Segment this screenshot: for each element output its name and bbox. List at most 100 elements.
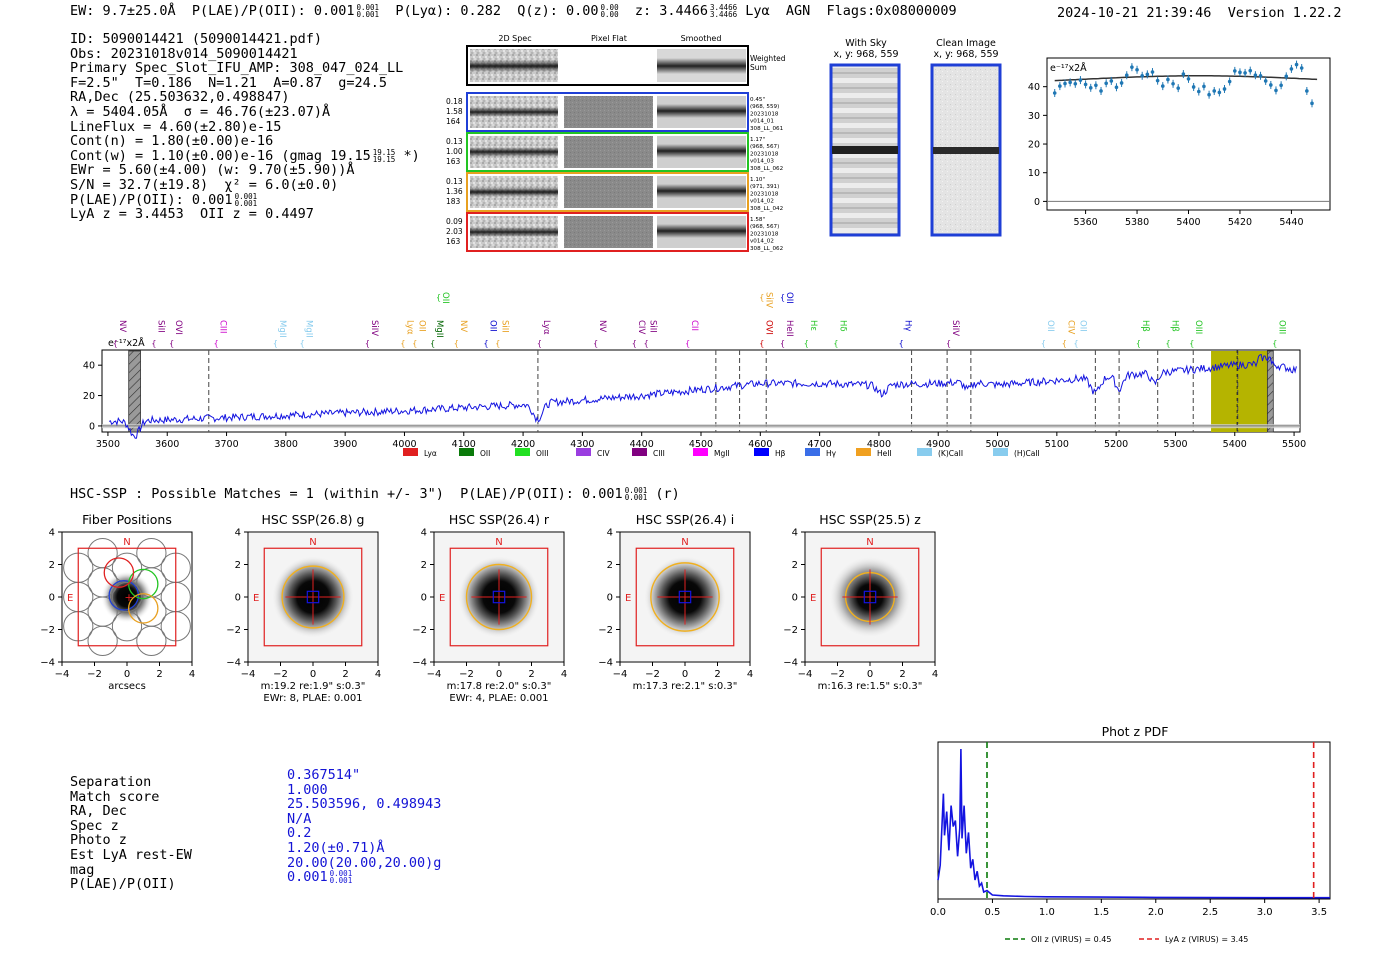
hsc-xtick-label: −2 (459, 669, 474, 680)
zoom-xtick-label: 5440 (1279, 217, 1303, 228)
zoom-data-point (1171, 82, 1175, 86)
spec2d-row-meta: 20231018 (750, 231, 779, 237)
zoom-data-point (1212, 89, 1217, 93)
zoom-data-point (1279, 83, 1283, 88)
hsc-ytick-label: 0 (49, 593, 55, 604)
emission-line-label: Hγ (903, 320, 913, 331)
header-plae-frac: 0.001 0.001 (356, 3, 380, 19)
emission-line-label: OII (487, 320, 497, 332)
hsc-panel-caption: m:17.3 re:2.1" s:0.3" (633, 681, 738, 692)
zoom-data-point (1119, 81, 1124, 85)
match-label: Separation (70, 774, 152, 790)
emission-line-brace: { (1272, 339, 1277, 348)
hsc-ytick-label: 4 (607, 528, 613, 539)
header-ew-plae: EW: 9.7±25.0Å P(LAE)/P(OII): 0.001 (70, 3, 355, 19)
photz-plot-area (937, 741, 1331, 900)
emission-line-label: SiII (648, 320, 658, 333)
spec2d-row-meta: 308_LL_062 (750, 246, 783, 252)
hsc-ytick-label: −2 (226, 625, 241, 636)
legend-swatch (993, 448, 1008, 456)
emission-line-brace: { (632, 339, 637, 348)
hsc-ytick-label: −2 (40, 625, 55, 636)
zoom-data-point (1238, 70, 1242, 75)
emission-line-brace: { (644, 339, 649, 348)
hsc-ytick-label: 2 (792, 560, 798, 571)
full-xtick-label: 3800 (274, 439, 298, 450)
emission-line-label: SiIV (950, 320, 960, 336)
zoom-data-point (1181, 72, 1186, 76)
emission-line-label: Hδ (837, 320, 847, 332)
full-xtick-label: 4700 (808, 439, 832, 450)
zoom-ytick-label: 30 (1028, 111, 1040, 122)
emission-line-label: Hε (808, 320, 818, 331)
zoom-data-point (1052, 91, 1057, 95)
zoom-data-point (1063, 81, 1067, 86)
photz-xtick-label: 2.5 (1202, 907, 1218, 918)
fiber-selected (108, 580, 140, 611)
hsc-panel-caption: m:17.8 re:2.0" s:0.3" (447, 681, 552, 692)
full-xtick-label: 3500 (96, 439, 120, 450)
zoom-fit-curve (1054, 75, 1318, 82)
hsc-search-box (263, 547, 363, 647)
emission-line-brace: { (899, 339, 904, 348)
spec2d-row-meta: 20231018 (750, 111, 779, 117)
spectrum-line (108, 353, 1297, 439)
emission-line-label: NV (458, 320, 468, 332)
full-xtick-label: 4300 (570, 439, 594, 450)
spec2d-row-meta: v014_02 (750, 199, 774, 205)
hsc-ytick-label: −2 (412, 625, 427, 636)
hsc-panel-caption: EWr: 4, PLAE: 0.001 (449, 693, 548, 704)
fiber-circle (111, 552, 143, 583)
emission-line-brace: { (780, 293, 785, 302)
fiber-circle (87, 538, 118, 569)
zoom-data-point (1289, 67, 1294, 71)
hsc-ytick-label: −4 (40, 658, 55, 669)
hsc-panel-title: Fiber Positions (82, 512, 172, 527)
legend-swatch (515, 448, 530, 456)
info-lambda-sigma: λ = 5404.05Å σ = 46.76(±23.07)Å (70, 103, 331, 120)
match-values: 0.367514" 1.000 25.503596, 0.498943 N/A … (287, 768, 441, 885)
spec2d-row-stat: 1.00 (446, 147, 463, 156)
match-value-separation: 0.367514" (287, 767, 361, 783)
emission-line-brace: { (273, 339, 278, 348)
legend-label: MgII (714, 449, 730, 458)
photz-xtick-label: 2.0 (1148, 907, 1164, 918)
zoom-ytick-label: 0 (1034, 197, 1040, 208)
zoom-data-point (1263, 79, 1268, 83)
spec2d-row-stat: 0.13 (446, 177, 463, 186)
hsc-ytick-label: 2 (607, 560, 613, 571)
full-xtick-label: 5000 (985, 439, 1009, 450)
full-xtick-label: 5300 (1163, 439, 1187, 450)
match-value-photoz: 0.2 (287, 825, 312, 842)
hsc-xtick-label: 0 (867, 669, 873, 680)
masked-band (128, 350, 141, 433)
match-value-mag: 20.00(20.00,20.00)g (287, 854, 442, 871)
hsc-xtick-label: 2 (899, 669, 905, 680)
fiber-circle (136, 625, 167, 656)
hsc-panel-caption: arcsecs (108, 681, 146, 692)
emission-line-brace: { (113, 339, 118, 348)
emission-line-label: OVI (173, 320, 183, 335)
emission-line-label: SiIV (369, 320, 379, 336)
zoom-data-point (1135, 67, 1139, 72)
hsc-xtick-label: 4 (375, 669, 381, 680)
emission-line-brace: { (1136, 339, 1141, 348)
legend-swatch (917, 448, 932, 456)
zoom-data-point (1196, 89, 1201, 94)
zoom-plot-area (1046, 57, 1331, 211)
zoom-data-point (1150, 70, 1155, 74)
emission-line-brace: { (151, 339, 156, 348)
emission-line-brace: { (454, 339, 459, 348)
east-label: E (67, 593, 73, 604)
legend-label: (H)CaII (1014, 449, 1040, 458)
hsc-xtick-label: 4 (932, 669, 938, 680)
hsc-search-box (449, 547, 549, 647)
hsc-ytick-label: 0 (421, 593, 427, 604)
emission-line-brace: { (169, 339, 174, 348)
zoom-data-point (1191, 85, 1196, 89)
legend-oii-label: OII z (VIRUS) = 0.45 (1031, 935, 1111, 944)
spec2d-row-meta: (968, 567) (750, 224, 779, 230)
match-label: Match score (70, 788, 160, 805)
zoom-data-point (1109, 79, 1114, 83)
spec2d-row-flat (564, 136, 653, 168)
